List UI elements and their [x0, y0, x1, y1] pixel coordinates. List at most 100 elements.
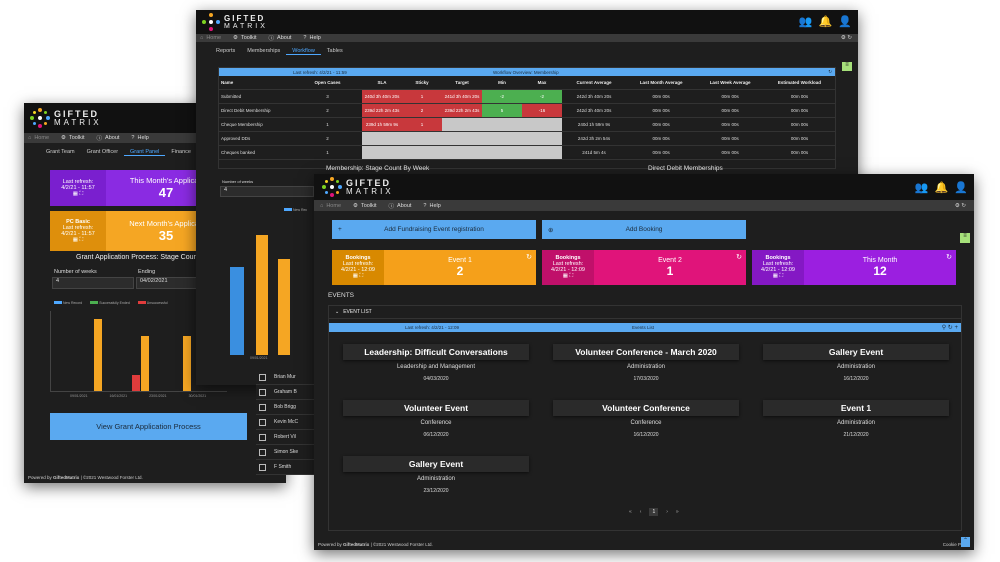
event-card[interactable]: Volunteer Conference Conference 16/12/20…: [553, 400, 739, 438]
nav-toolkit[interactable]: ⚙ Toolkit: [353, 202, 377, 209]
grid-icon[interactable]: ▦ ⛶: [352, 273, 364, 279]
section-title: Grant Application Process: Stage Count B: [76, 254, 206, 261]
event-card[interactable]: Leadership: Difficult Conversations Lead…: [343, 344, 529, 382]
scroll-top-button[interactable]: ⌃: [961, 537, 970, 547]
nav-home[interactable]: ⌂ Home: [200, 35, 221, 41]
logo-mark-icon: [202, 13, 220, 31]
workflow-table: Name Open Cases SLA Sticky Target Min Ma…: [219, 76, 835, 160]
first-page-button[interactable]: «: [629, 509, 632, 515]
list-item[interactable]: Robert Vil: [256, 430, 314, 445]
grid-icon[interactable]: ▦ ⛶: [772, 273, 784, 279]
list-item[interactable]: F Smith: [256, 460, 314, 475]
grid-icon[interactable]: ▦ ⛶: [562, 273, 574, 279]
nav-help[interactable]: ? Help: [423, 202, 441, 209]
list-item[interactable]: Kevin McC: [256, 415, 314, 430]
checkbox[interactable]: [259, 463, 266, 471]
tab-grant-team[interactable]: Grant Team: [46, 149, 75, 155]
tab-finance[interactable]: Finance: [171, 149, 191, 155]
list-item[interactable]: Simon Ske: [256, 445, 314, 460]
checkbox[interactable]: [259, 433, 266, 441]
cookie-policy-link[interactable]: Cookie Policy: [942, 542, 970, 547]
table-row[interactable]: Direct Debit Membership 2 239d 22h 2m 43s…: [219, 103, 835, 118]
settings-refresh-icon[interactable]: ⚙ ↻: [840, 35, 852, 41]
add-fundraising-event-button[interactable]: + Add Fundraising Event registration: [332, 220, 536, 239]
refresh-icon[interactable]: ↻: [946, 254, 952, 261]
checkbox[interactable]: [259, 388, 266, 396]
info-icon: ⓘ: [268, 36, 275, 42]
caption-right: Direct Debit Memberships: [648, 165, 723, 172]
grid-icon[interactable]: ▦ ⛶: [72, 236, 84, 243]
checkbox[interactable]: [259, 448, 266, 456]
checkbox[interactable]: [259, 418, 266, 426]
table-row[interactable]: Cheques banked 1 241d 5m 4s 00m 00s 00m 00…: [219, 145, 835, 160]
tab-memberships[interactable]: Memberships: [247, 48, 281, 54]
nav-about[interactable]: ⓘ About: [388, 202, 412, 210]
last-page-button[interactable]: »: [675, 509, 679, 515]
nav-toolkit[interactable]: ⚙ Toolkit: [233, 35, 257, 41]
tab-grant-panel[interactable]: Grant Panel: [124, 149, 166, 156]
grid-icon[interactable]: ▦ ⛶: [72, 190, 84, 197]
weeks-input[interactable]: 4: [220, 186, 314, 197]
users-icon[interactable]: 👥: [798, 16, 813, 28]
checkbox[interactable]: [259, 373, 266, 381]
refresh-icon[interactable]: ↻: [736, 254, 742, 261]
filter-toggle[interactable]: ≡: [842, 62, 852, 71]
add-booking-button[interactable]: ⊕ Add Booking: [542, 220, 746, 239]
nav-home[interactable]: ⌂ Home: [320, 202, 341, 209]
event-card[interactable]: Gallery Event Administration 23/12/2020: [343, 456, 529, 494]
tab-grant-officer[interactable]: Grant Officer: [86, 149, 119, 155]
nav-about[interactable]: ⓘ About: [268, 35, 292, 42]
nav-help[interactable]: ? Help: [303, 35, 321, 41]
user-icon[interactable]: 👤: [838, 16, 852, 28]
nav-help[interactable]: ? Help: [131, 135, 149, 141]
event-card[interactable]: Volunteer Conference - March 2020 Admini…: [553, 344, 739, 382]
event-card[interactable]: Event 1 Administration 21/12/2020: [763, 400, 949, 438]
checkbox[interactable]: [259, 403, 266, 411]
tab-tables[interactable]: Tables: [326, 48, 343, 54]
refresh-icon[interactable]: ↻: [526, 254, 532, 261]
bell-icon[interactable]: 🔔: [934, 182, 949, 194]
logo-text-top: GIFTED: [54, 108, 99, 119]
event1-bookings-tile[interactable]: Bookings Last refresh: 4/2/21 - 12:09 ▦ …: [332, 250, 536, 285]
info-icon: ⓘ: [388, 203, 395, 210]
x-axis-labels: 09/01/2021 16/01/2021 23/01/2021 30/01/2021: [70, 394, 207, 398]
filter-toggle[interactable]: ≡: [960, 233, 970, 243]
table-row[interactable]: Cheque Membership 1 239d 1h 59m 9s 1 240d …: [219, 117, 835, 132]
list-item[interactable]: Graham B: [256, 385, 314, 400]
list-item[interactable]: Brian Mur: [256, 370, 314, 385]
prev-page-button[interactable]: ‹: [639, 509, 642, 515]
table-row[interactable]: Submitted 3 240d 3h 40m 20s 1 241d 3h 40m …: [219, 89, 835, 104]
tab-workflow[interactable]: Workflow: [286, 48, 321, 55]
weeks-input[interactable]: 4: [52, 277, 134, 289]
this-month-bookings-tile[interactable]: Bookings Last refresh: 4/2/21 - 12:09 ▦ …: [752, 250, 956, 285]
events-window: GIFTED MATRIX 👥 🔔 👤 ⌂ Home ⚙ Toolkit ⓘ Abou…: [314, 174, 974, 550]
event-card[interactable]: Gallery Event Administration 16/12/2020: [763, 344, 949, 382]
bell-icon[interactable]: 🔔: [818, 16, 833, 28]
user-icon[interactable]: 👤: [954, 182, 968, 194]
table-row[interactable]: Approved DDs 2 242d 3h 2m 54s 00m 00s 00m …: [219, 131, 835, 146]
next-page-button[interactable]: ›: [666, 509, 668, 515]
weeks-label: Number of weeks: [222, 179, 254, 184]
chart-legend: New Rec: [284, 208, 307, 212]
view-grant-process-button[interactable]: View Grant Application Process: [50, 413, 247, 440]
tab-reports[interactable]: Reports: [216, 48, 236, 54]
nav-home[interactable]: ⌂ Home: [28, 135, 49, 141]
event-card[interactable]: Volunteer Event Conference 06/12/2020: [343, 400, 529, 438]
event-list-header[interactable]: ⌄ EVENT LIST: [329, 306, 961, 319]
list-item[interactable]: Bob Brigg: [256, 400, 314, 415]
users-icon[interactable]: 👥: [914, 182, 929, 194]
weeks-label: Number of weeks: [54, 269, 97, 275]
nav-about[interactable]: ⓘ About: [96, 135, 120, 142]
bar: [183, 336, 191, 391]
logo-text-bottom: MATRIX: [224, 22, 268, 30]
caption-left: Membership: Stage Count By Week: [326, 165, 430, 172]
bar: [256, 235, 268, 355]
tile-value: 2: [456, 264, 464, 278]
event2-bookings-tile[interactable]: Bookings Last refresh: 4/2/21 - 12:09 ▦ …: [542, 250, 746, 285]
settings-refresh-icon[interactable]: ⚙ ↻: [954, 202, 966, 209]
tile-value: 1: [666, 264, 674, 278]
page-1-button[interactable]: 1: [649, 508, 659, 516]
refresh-icon[interactable]: ↻: [828, 69, 832, 74]
nav-toolkit[interactable]: ⚙ Toolkit: [61, 135, 85, 141]
filter-refresh-add-icon[interactable]: ⚲ ↻ +: [941, 325, 958, 331]
